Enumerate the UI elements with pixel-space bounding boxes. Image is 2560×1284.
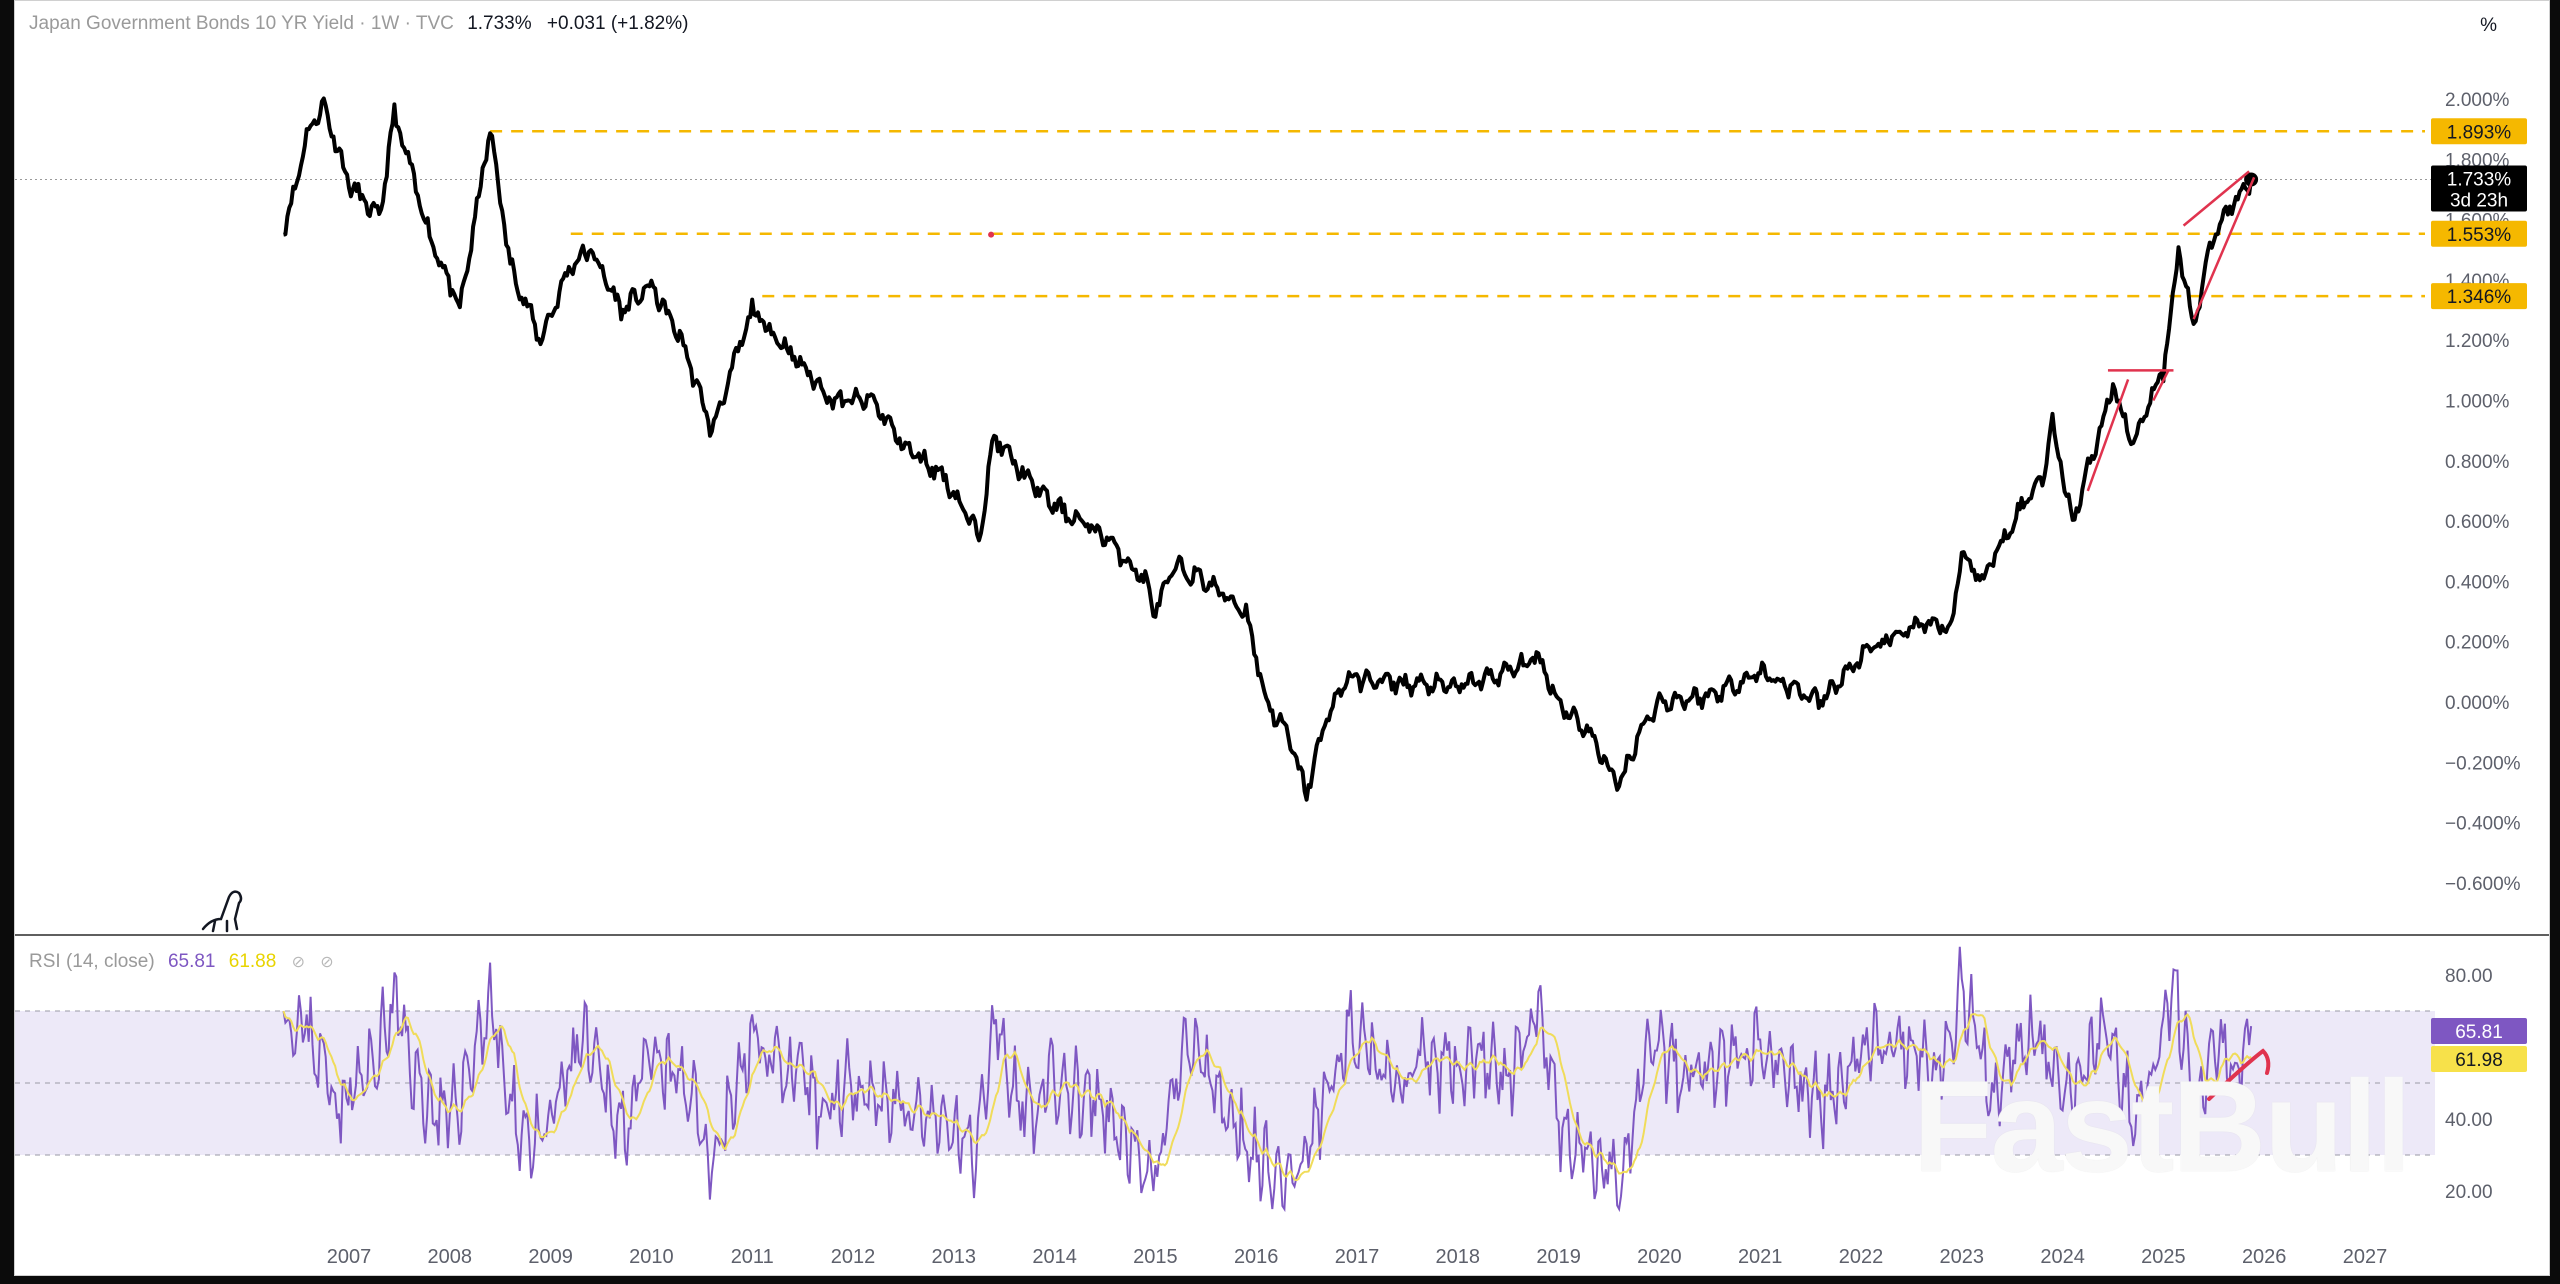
time-axis-tick: 2017 (1335, 1246, 1380, 1268)
rsi-label[interactable]: RSI (14, close) (29, 951, 155, 972)
time-axis-tick: 2009 (528, 1246, 573, 1268)
rsi-value: 65.81 (167, 951, 216, 972)
settings-indicator-icon[interactable]: ⊘ (320, 954, 334, 971)
time-axis-tick: 2025 (2141, 1246, 2186, 1268)
trendline-3 (2182, 170, 2250, 227)
rsi-value-label: 61.98 (2455, 1050, 2503, 1071)
time-axis-tick: 2019 (1536, 1246, 1581, 1268)
price-axis-tick: −0.600% (2445, 874, 2521, 895)
price-axis-tick: 0.400% (2445, 572, 2510, 593)
chart-header: Japan Government Bonds 10 YR Yield · 1W … (29, 13, 688, 35)
countdown-label: 3d 23h (2450, 191, 2508, 212)
time-axis-tick: 2026 (2242, 1246, 2287, 1268)
rsi-axis-tick: 40.00 (2445, 1110, 2493, 1131)
trendline-0 (2086, 378, 2130, 492)
price-axis-tick: 1.000% (2445, 392, 2510, 413)
rsi-value-label: 65.81 (2455, 1022, 2503, 1043)
price-axis-tick: 0.600% (2445, 512, 2510, 533)
time-axis-tick: 2023 (1940, 1246, 1985, 1268)
time-axis-tick: 2011 (731, 1246, 774, 1268)
level-label: 1.893% (2447, 122, 2512, 143)
price-axis-tick: 0.800% (2445, 452, 2510, 473)
tradingview-logo-icon (201, 890, 243, 933)
time-axis-tick: 2015 (1133, 1246, 1178, 1268)
rsi-value-box (2431, 1018, 2527, 1044)
last-price-text: 1.733% (467, 13, 532, 34)
time-axis-tick: 2008 (428, 1246, 473, 1268)
price-axis-tick: 0.200% (2445, 633, 2510, 654)
marker-dot (988, 231, 995, 238)
time-axis-tick: 2022 (1839, 1246, 1884, 1268)
rsi-ma-value: 61.88 (228, 951, 277, 972)
time-axis-tick: 2014 (1032, 1246, 1077, 1268)
level-label: 1.553% (2447, 225, 2512, 246)
unit-toggle[interactable]: % (2480, 15, 2497, 36)
time-axis-tick: 2020 (1637, 1246, 1682, 1268)
last-price-dot (2244, 172, 2259, 187)
symbol-title[interactable]: Japan Government Bonds 10 YR Yield · 1W … (29, 13, 454, 34)
hide-indicator-icon[interactable]: ⊘ (291, 954, 305, 971)
price-axis-tick: 0.000% (2445, 693, 2510, 714)
price-change-text: +0.031 (+1.82%) (546, 13, 689, 34)
level-label-box (2431, 118, 2527, 145)
trendline-2 (2152, 369, 2170, 402)
rsi-line (282, 946, 2253, 1213)
time-axis-tick: 2016 (1234, 1246, 1279, 1268)
time-axis-tick: 2007 (327, 1246, 372, 1268)
level-label: 1.346% (2447, 287, 2512, 308)
level-label-box (2431, 283, 2527, 310)
time-axis-tick: 2013 (932, 1246, 977, 1268)
price-axis-tick: −0.400% (2445, 814, 2521, 835)
rsi-arrow-annotation (2207, 1048, 2271, 1101)
rsi-value-box (2431, 1046, 2527, 1072)
chart-canvas[interactable]: 2.000%1.800%1.600%1.400%1.200%1.000%0.80… (15, 1, 2549, 1275)
level-label-box (2431, 220, 2527, 247)
rsi-ma-line (282, 1010, 2252, 1182)
time-axis-tick: 2027 (2343, 1246, 2388, 1268)
price-axis-tick: −0.200% (2445, 753, 2521, 774)
time-axis-tick: 2024 (2040, 1246, 2085, 1268)
time-axis-tick: 2010 (629, 1246, 674, 1268)
price-series-line (283, 96, 2254, 802)
chart-frame: 2.000%1.800%1.600%1.400%1.200%1.000%0.80… (14, 0, 2550, 1276)
rsi-axis-tick: 80.00 (2445, 966, 2493, 987)
price-axis-tick: 2.000% (2445, 90, 2510, 111)
rsi-axis-tick: 20.00 (2445, 1182, 2493, 1203)
rsi-header: RSI (14, close) 65.81 61.88 ⊘ ⊘ (29, 951, 334, 973)
last-price-label: 1.733% (2447, 170, 2512, 191)
trendline-4 (2192, 176, 2256, 320)
time-axis-tick: 2012 (831, 1246, 876, 1268)
logo-path (201, 890, 243, 933)
price-axis-tick: 1.200% (2445, 331, 2510, 352)
time-axis-tick: 2018 (1436, 1246, 1481, 1268)
last-price-label-box (2431, 165, 2527, 212)
time-axis-tick: 2021 (1738, 1246, 1783, 1268)
